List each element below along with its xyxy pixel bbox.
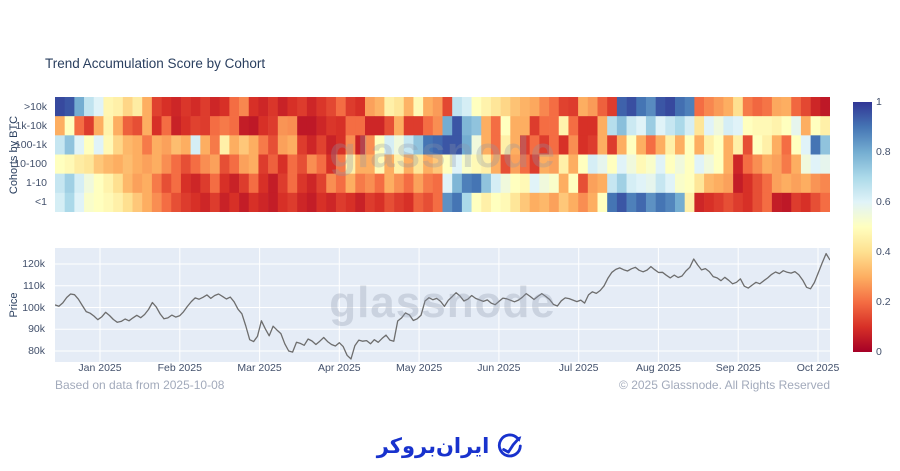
heatmap-row-label: 1k-10k [15, 119, 47, 132]
iranbroker-logo: ایران‌بروکر [377, 431, 524, 461]
colorbar-tick: 0.4 [876, 246, 891, 258]
xaxis-tick: Jun 2025 [477, 362, 521, 374]
colorbar-tick: 0 [876, 346, 882, 358]
price-ytick: 90k [28, 323, 45, 336]
xaxis-tick: Apr 2025 [318, 362, 361, 374]
xaxis-tick: Jan 2025 [78, 362, 122, 374]
colorbar-tick: 0.6 [876, 196, 891, 208]
xaxis-tick: Oct 2025 [796, 362, 840, 374]
heatmap-row-labels: >10k 1k-10k 100-1k 10-100 1-10 <1 [0, 97, 51, 212]
heatmap-row-label: 1-10 [25, 177, 47, 190]
heatmap-row-label: <1 [35, 196, 47, 209]
price-ytick: 110k [23, 279, 45, 292]
colorbar-tick: 0.2 [876, 296, 891, 308]
colorbar-tick: 1 [876, 96, 882, 108]
colorbar [853, 102, 872, 352]
xaxis-tick: Jul 2025 [558, 362, 599, 374]
xaxis-tick: Mar 2025 [237, 362, 282, 374]
price-ytick: 100k [22, 301, 45, 314]
xaxis-tick: Aug 2025 [635, 362, 681, 374]
xaxis-tick: Feb 2025 [157, 362, 202, 374]
price-ytick: 120k [22, 258, 45, 270]
heatmap-plot [55, 97, 830, 212]
footer-data-note: Based on data from 2025-10-08 [55, 378, 225, 392]
heatmap-row-label: 100-1k [14, 138, 47, 151]
heatmap-row-label: 10-100 [14, 158, 47, 171]
price-ytick: 80k [28, 345, 45, 357]
xaxis-tick: May 2025 [396, 362, 443, 374]
trend-circle-icon [497, 433, 522, 458]
xaxis-tick: Sep 2025 [715, 362, 761, 374]
heatmap-row-label: >10k [23, 100, 47, 113]
chart-title: Trend Accumulation Score by Cohort [45, 56, 266, 71]
xaxis-tick-labels: Jan 2025 Feb 2025 Mar 2025 Apr 2025 May 2025… [0, 362, 900, 376]
footer-copyright: © 2025 Glassnode. All Rights Reserved [619, 378, 830, 392]
colorbar-tick: 0.8 [876, 146, 891, 158]
price-plot [55, 248, 830, 362]
iranbroker-logo-text: ایران‌بروکر [376, 433, 490, 458]
